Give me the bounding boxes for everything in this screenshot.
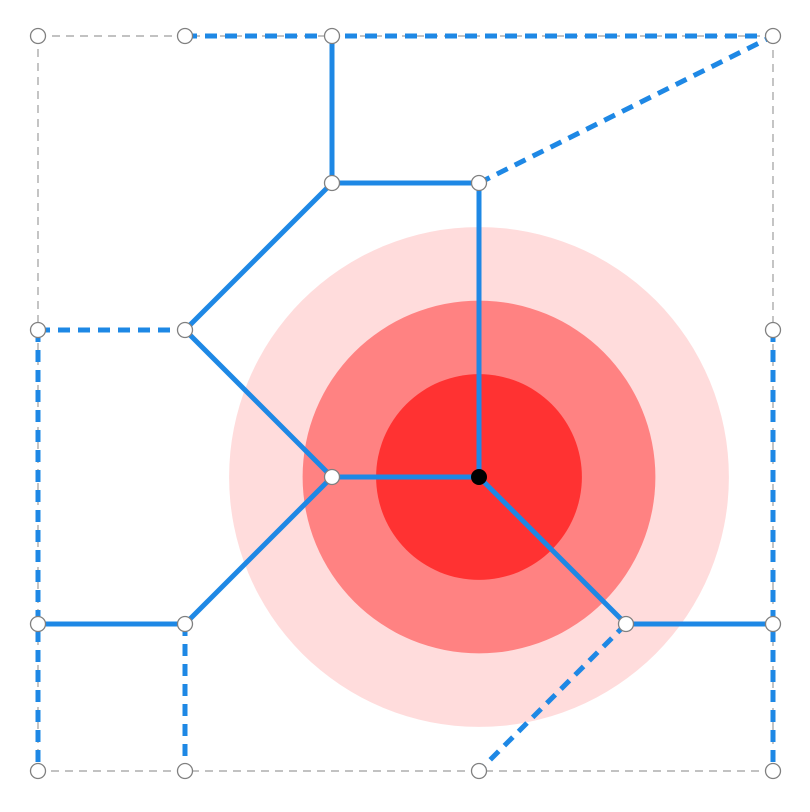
node-n31 — [472, 176, 487, 191]
node-r4 — [766, 617, 781, 632]
node-r2 — [766, 323, 781, 338]
node-b3 — [472, 764, 487, 779]
dashed-edge-n31-tr — [479, 36, 773, 183]
node-tr — [766, 29, 781, 44]
node-t1 — [178, 29, 193, 44]
node-br — [766, 764, 781, 779]
node-l4 — [31, 617, 46, 632]
node-bl — [31, 764, 46, 779]
node-n23 — [325, 470, 340, 485]
node-b1 — [178, 764, 193, 779]
node-n21 — [325, 176, 340, 191]
node-tl — [31, 29, 46, 44]
node-t2 — [325, 29, 340, 44]
node-n12 — [178, 323, 193, 338]
node-n14 — [178, 617, 193, 632]
node-center — [471, 469, 487, 485]
node-n44 — [619, 617, 634, 632]
node-l2 — [31, 323, 46, 338]
